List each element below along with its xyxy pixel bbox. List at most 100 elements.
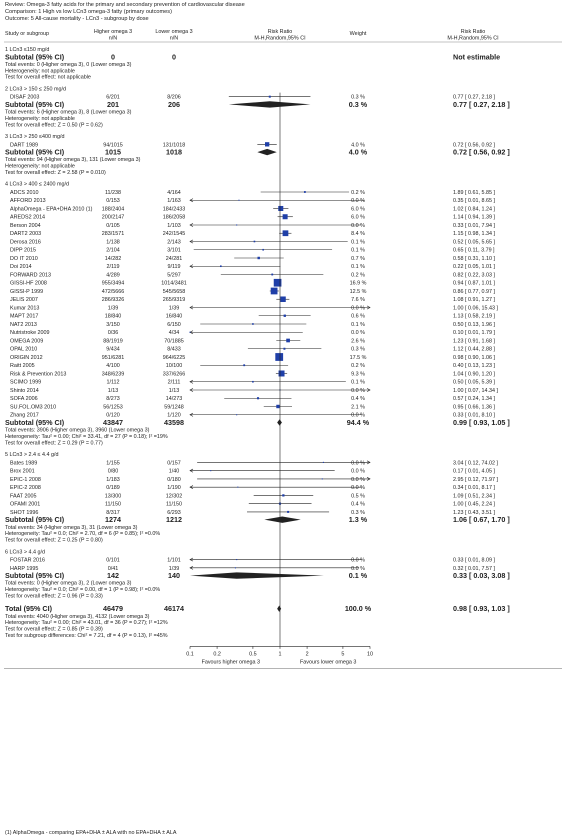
subtotal-weight: 0.3 %	[349, 100, 368, 109]
study-name: Zhang 2017	[10, 413, 39, 419]
subgroup-note: Heterogeneity: Tau² = 0.0; Chi² = 0.00, …	[5, 587, 160, 593]
total-note: Total events: 4040 (Higher omega 3), 413…	[5, 614, 150, 620]
study-ci: 1.89 [ 0.61, 5.85 ]	[453, 190, 495, 196]
subtotal-ci: 1.06 [ 0.67, 1.70 ]	[453, 515, 510, 524]
study-exp-events: 88/1919	[103, 338, 123, 344]
total-weight: 100.0 %	[345, 604, 372, 613]
study-ctrl-events: 337/6266	[163, 371, 185, 377]
col-header-rr: Risk Ratio	[268, 29, 293, 35]
study-ci: 1.13 [ 0.58, 2.19 ]	[453, 314, 495, 320]
study-ci: 1.23 [ 0.43, 3.51 ]	[453, 510, 495, 516]
total-label: Total (95% CI)	[5, 604, 53, 613]
study-name: Kumar 2013	[10, 305, 39, 311]
subtotal-exp-n: 1015	[105, 148, 121, 157]
ci-arrow-left	[189, 565, 194, 570]
subtotal-ctrl-n: 140	[168, 571, 180, 580]
study-ctrl-events: 1/101	[167, 558, 181, 564]
comparison-title: Comparison: 1 High vs low LCn3 omega-3 f…	[5, 9, 172, 15]
study-ci: 0.33 [ 0.01, 7.94 ]	[453, 223, 495, 229]
study-name: Nutristroke 2009	[10, 330, 50, 336]
study-ctrl-events: 184/2433	[163, 206, 185, 212]
subtotal-ctrl-n: 0	[172, 52, 176, 61]
study-ctrl-events: 6/150	[167, 322, 181, 328]
study-exp-events: 1/39	[108, 305, 119, 311]
study-ci: 1.04 [ 0.90, 1.20 ]	[453, 371, 495, 377]
point-estimate-marker	[273, 278, 282, 287]
study-exp-events: 9/434	[106, 347, 120, 353]
subgroup-note: Heterogeneity: not applicable	[5, 68, 75, 74]
study-ci: 0.82 [ 0.22, 3.03 ]	[453, 272, 495, 278]
subgroup-note: Test for overall effect: Z = 0.50 (P = 0…	[5, 122, 103, 128]
point-estimate-marker	[236, 559, 238, 561]
subtotal-ctrl-n: 43598	[164, 418, 184, 427]
total-ci: 0.98 [ 0.93, 1.03 ]	[453, 604, 510, 613]
study-ctrl-events: 242/1545	[163, 231, 185, 237]
study-exp-events: 1/13	[108, 388, 119, 394]
study-ctrl-events: 545/5658	[163, 289, 185, 295]
subtotal-weight: 1.3 %	[349, 515, 368, 524]
study-ctrl-events: 12/302	[166, 493, 183, 499]
study-weight: 6.0 %	[351, 206, 365, 212]
study-name: FOSTAR 2016	[10, 558, 45, 564]
study-ci: 0.34 [ 0.01, 8.17 ]	[453, 485, 495, 491]
study-ctrl-events: 1/190	[167, 485, 181, 491]
subtotal-label: Subtotal (95% CI)	[5, 418, 65, 427]
subgroup-title: 3 LCn3 > 250 ≤400 mg/d	[5, 134, 64, 140]
subtotal-diamond	[190, 572, 324, 579]
study-exp-events: 0/41	[108, 566, 119, 572]
study-ci: 0.50 [ 0.13, 1.96 ]	[453, 322, 495, 328]
subgroup-note: Heterogeneity: not applicable	[5, 116, 75, 122]
study-exp-events: 2/104	[106, 248, 120, 254]
point-estimate-marker	[252, 380, 254, 383]
study-exp-events: 3/150	[106, 322, 120, 328]
study-ci: 0.32 [ 0.01, 7.57 ]	[453, 566, 495, 572]
study-name: HARP 1995	[10, 566, 38, 572]
ci-arrow-right	[366, 388, 371, 392]
point-estimate-marker	[286, 338, 290, 343]
point-estimate-marker	[280, 296, 286, 302]
subtotal-label: Subtotal (95% CI)	[5, 148, 65, 157]
study-weight: 8.4 %	[351, 231, 365, 237]
study-exp-events: 56/1253	[103, 404, 123, 410]
col-header-weight: Weight	[350, 31, 367, 37]
study-exp-events: 14/282	[105, 256, 122, 262]
subgroup-title: 1 LCn3 ≤150 mg/d	[5, 47, 49, 53]
ci-arrow-left	[189, 305, 194, 310]
study-ci: 0.98 [ 0.90, 1.06 ]	[453, 355, 495, 361]
point-estimate-marker	[257, 256, 260, 260]
study-exp-events: 0/80	[108, 469, 119, 475]
study-exp-events: 472/5666	[102, 289, 124, 295]
study-ci: 0.35 [ 0.01, 8.65 ]	[453, 198, 495, 204]
study-name: SOFA 2006	[10, 396, 38, 402]
study-name: OPAL 2010	[10, 347, 37, 353]
study-exp-events: 94/1015	[103, 142, 123, 148]
study-ctrl-events: 1/120	[167, 413, 181, 419]
point-estimate-marker	[283, 314, 286, 317]
study-ci: 0.33 [ 0.01, 8.10 ]	[453, 413, 495, 419]
study-name: EPIC-2 2008	[10, 485, 41, 491]
subgroup-note: Heterogeneity: Tau² = 0.0; Chi² = 2.70, …	[5, 531, 160, 537]
ci-arrow-right	[366, 477, 371, 481]
subtotal-weight: 0.1 %	[349, 571, 368, 580]
study-weight: 4.0 %	[351, 142, 365, 148]
subgroup-note: Heterogeneity: Tau² = 0.00; Chi² = 33.41…	[5, 434, 168, 440]
study-ctrl-events: 16/840	[166, 314, 183, 320]
subtotal-ci: 0.33 [ 0.03, 3.08 ]	[453, 571, 510, 580]
study-exp-events: 0/105	[106, 223, 120, 229]
total-ctrl-n: 46174	[164, 604, 184, 613]
study-exp-events: 0/36	[108, 330, 119, 336]
study-ci: 1.00 [ 0.06, 15.43 ]	[453, 305, 498, 311]
point-estimate-marker	[268, 95, 271, 98]
study-ctrl-events: 1/40	[169, 469, 180, 475]
study-weight: 0.2 %	[351, 363, 365, 369]
study-exp-events: 951/6281	[102, 355, 124, 361]
study-name: ADCS 2010	[10, 190, 38, 196]
ci-arrow-left	[189, 198, 194, 203]
study-ci: 0.17 [ 0.01, 4.05 ]	[453, 469, 495, 475]
subtotal-label: Subtotal (95% CI)	[5, 100, 65, 109]
study-ci: 0.86 [ 0.77, 0.97 ]	[453, 289, 495, 295]
subgroup-note: Total events: 6 (Higher omega 3), 8 (Low…	[5, 110, 132, 116]
point-estimate-marker	[238, 199, 240, 201]
